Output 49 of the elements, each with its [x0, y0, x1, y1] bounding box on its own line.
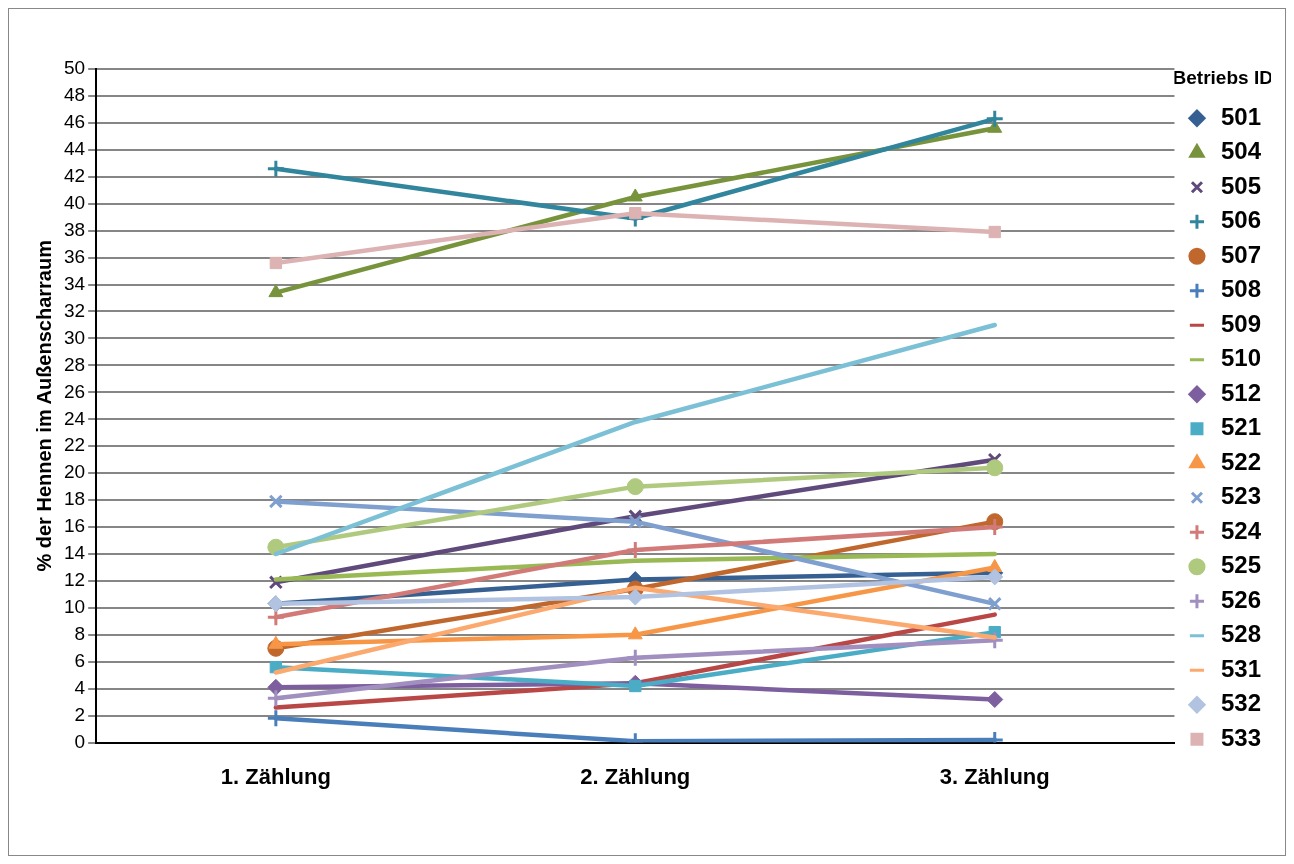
y-tick-label: 0 — [74, 730, 86, 752]
x-tick-label: 2. Zählung — [580, 763, 691, 789]
legend-label: 512 — [1220, 378, 1261, 406]
y-tick-label: 28 — [63, 353, 86, 375]
y-tick-label: 50 — [63, 57, 86, 79]
legend-label: 522 — [1220, 447, 1261, 475]
y-tick-label: 38 — [63, 218, 86, 240]
legend-label: 510 — [1220, 344, 1261, 372]
y-tick-label: 24 — [63, 407, 86, 429]
y-tick-label: 30 — [63, 326, 86, 348]
legend-label: 508 — [1220, 275, 1261, 303]
legend-label: 533 — [1220, 723, 1261, 751]
legend-label: 523 — [1220, 482, 1261, 510]
y-tick-label: 22 — [63, 434, 86, 456]
y-tick-label: 14 — [63, 542, 86, 564]
y-tick-label: 36 — [63, 245, 86, 267]
y-tick-label: 12 — [63, 569, 86, 591]
y-tick-label: 46 — [63, 111, 86, 133]
y-tick-label: 18 — [63, 488, 86, 510]
y-tick-label: 44 — [63, 138, 86, 160]
legend-label: 524 — [1220, 516, 1262, 544]
y-tick-label: 42 — [63, 165, 86, 187]
legend-label: 504 — [1220, 137, 1262, 165]
legend-label: 521 — [1220, 413, 1261, 441]
y-tick-label: 8 — [74, 623, 86, 645]
y-tick-label: 40 — [63, 191, 86, 213]
y-tick-label: 48 — [63, 84, 86, 106]
legend-label: 525 — [1220, 551, 1261, 579]
x-tick-label: 1. Zählung — [220, 763, 331, 789]
y-tick-label: 4 — [74, 676, 86, 698]
legend-label: 509 — [1220, 309, 1261, 337]
x-tick-label: 3. Zählung — [939, 763, 1050, 789]
legend-label: 531 — [1220, 654, 1261, 682]
legend-label: 526 — [1220, 585, 1261, 613]
legend-label: 505 — [1220, 171, 1261, 199]
legend-label: 501 — [1220, 102, 1261, 130]
legend-label: 532 — [1220, 689, 1261, 717]
y-tick-label: 2 — [74, 703, 86, 725]
y-tick-label: 10 — [63, 596, 86, 618]
y-axis-title: % der Hennen im Außenscharraum — [32, 240, 55, 572]
legend-label: 528 — [1220, 620, 1261, 648]
y-tick-label: 34 — [63, 272, 86, 294]
legend-label: 506 — [1220, 206, 1261, 234]
y-tick-label: 20 — [63, 461, 86, 483]
legend-label: 507 — [1220, 240, 1261, 268]
y-tick-label: 32 — [63, 299, 86, 321]
y-tick-label: 26 — [63, 380, 86, 402]
y-tick-label: 6 — [74, 650, 86, 671]
y-tick-label: 16 — [63, 515, 86, 537]
